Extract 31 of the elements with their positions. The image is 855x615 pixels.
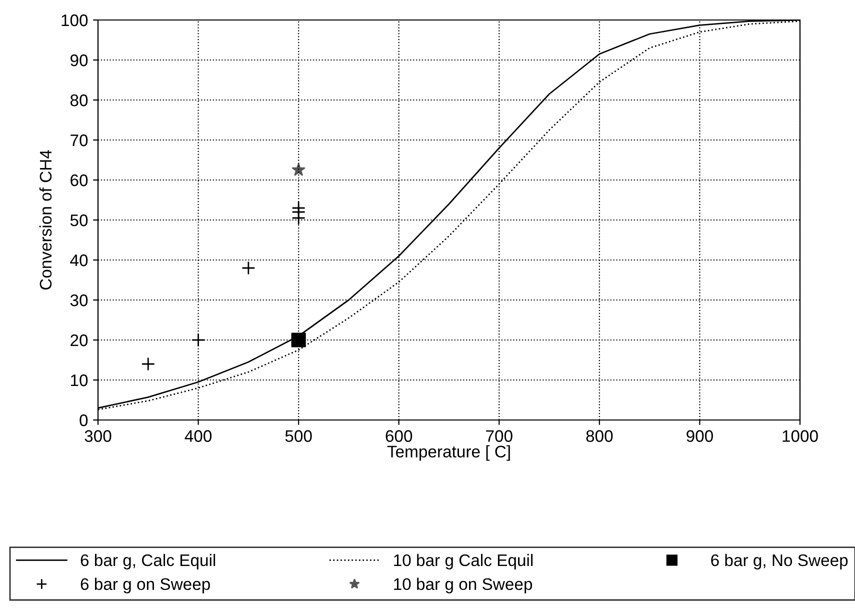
point — [292, 211, 306, 225]
legend-label: 6 bar g on Sweep — [80, 578, 210, 594]
legend-label: 10 bar g Calc Equil — [394, 554, 533, 570]
y-tick-label: 50 — [70, 214, 88, 226]
point — [191, 333, 206, 347]
y-axis-title: Conversion of CH4 — [39, 150, 52, 290]
legend-label: 10 bar g on Sweep — [394, 578, 532, 594]
point — [292, 163, 306, 176]
x-tick-label: 800 — [586, 430, 613, 442]
point — [242, 261, 256, 275]
y-tick-label: 0 — [80, 414, 88, 426]
y-tick-label: 40 — [70, 254, 88, 266]
y-tick-label: 10 — [71, 374, 88, 386]
legend-label: 6 bar g, Calc Equil — [80, 554, 216, 570]
y-tick-label: 70 — [70, 134, 88, 146]
x-tick-label: 600 — [386, 430, 412, 442]
y-tick-label: 80 — [70, 94, 88, 106]
y-tick-label: 90 — [70, 54, 88, 66]
y-tick-label: 100 — [62, 14, 88, 26]
x-tick-label: 900 — [686, 430, 713, 442]
x-tick-label: 500 — [285, 430, 312, 442]
x-tick-label: 300 — [84, 430, 112, 442]
y-tick-label: 60 — [70, 174, 88, 186]
x-tick-label: 400 — [184, 430, 212, 442]
y-tick-label: 20 — [70, 334, 88, 346]
y-tick-label: 30 — [70, 294, 88, 306]
x-axis-title: Temperature [ C] — [387, 445, 510, 461]
point — [141, 357, 156, 371]
x-tick-label: 1000 — [782, 430, 818, 442]
legend-label: 6 bar g, No Sweep — [711, 554, 848, 570]
x-tick-label: 700 — [486, 430, 512, 442]
